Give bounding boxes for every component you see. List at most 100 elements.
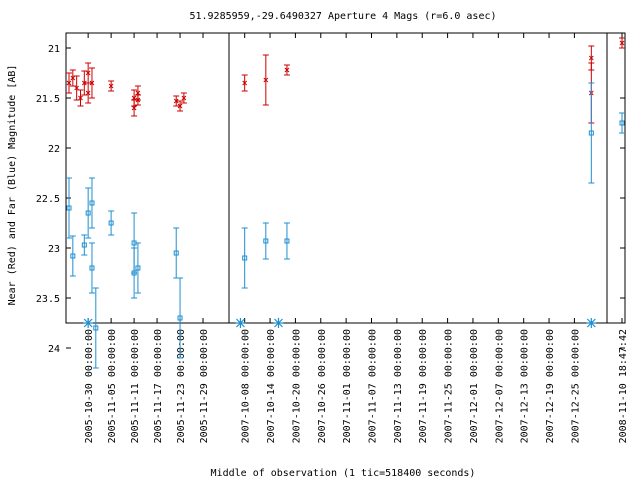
data-marker (85, 70, 91, 76)
data-marker (78, 95, 83, 101)
near-point (262, 54, 269, 106)
far-point (85, 187, 92, 239)
far-point (177, 277, 184, 359)
plot-frame (65, 32, 626, 324)
data-marker (89, 200, 95, 206)
data-marker (619, 120, 625, 126)
far-point (262, 222, 269, 260)
data-marker (284, 67, 290, 73)
x-tick-label: 2007-12-07 00:00:00 (494, 329, 505, 443)
x-tick-label: 2007-10-20 00:00:00 (291, 329, 302, 443)
data-marker (108, 83, 114, 89)
y-tick-label: 23.5 (36, 294, 60, 305)
observation-marker (235, 318, 246, 328)
x-axis-label: Middle of observation (1 tic=518400 seco… (211, 468, 476, 479)
chart-panel-1: 2005-10-30 00:00:00 2005-11-05 00:00:00 20… (66, 33, 210, 443)
data-marker (131, 105, 137, 111)
data-marker (588, 130, 594, 136)
far-point (88, 177, 95, 229)
near-point (173, 95, 180, 107)
data-marker (108, 220, 114, 226)
near-point (619, 37, 625, 49)
x-tick-label: 2007-11-13 00:00:00 (393, 329, 404, 443)
x-tick-label: 2005-10-30 00:00:00 (84, 329, 95, 443)
far-point (619, 112, 625, 134)
data-marker (177, 315, 183, 321)
near-point (85, 62, 92, 84)
data-marker (135, 265, 141, 271)
near-point (66, 72, 72, 94)
near-point (177, 100, 184, 112)
x-tick-label: 2007-11-25 00:00:00 (444, 329, 455, 443)
far-point (81, 234, 88, 256)
y-tick-label: 21 (48, 44, 60, 55)
data-marker (81, 80, 87, 86)
data-marker (284, 238, 290, 244)
far-point (88, 242, 95, 294)
x-tick-label: 2007-11-01 00:00:00 (342, 329, 353, 443)
y-tick-label: 22 (48, 144, 60, 155)
x-tick-label: 2005-11-11 00:00:00 (130, 329, 141, 443)
x-tick-label: 2008-11-10 18:47:42 (618, 329, 629, 443)
far-point (66, 177, 72, 239)
near-point (241, 74, 248, 92)
far-point (588, 82, 595, 184)
far-point (108, 210, 115, 236)
near-point (283, 64, 290, 76)
chart-title: 51.9285959,-29.6490327 Aperture 4 Mags (… (189, 11, 496, 22)
data-marker (85, 90, 91, 96)
x-tick-label: 2007-12-19 00:00:00 (545, 329, 556, 443)
near-point (85, 82, 92, 104)
x-tick-label: 2005-11-23 00:00:00 (176, 329, 187, 443)
y-axis-label: Near (Red) and Far (Blue) Magnitude [AB] (7, 65, 18, 306)
x-tick-label: 2007-10-26 00:00:00 (317, 329, 328, 443)
data-marker (93, 325, 99, 331)
x-tick-label: 2007-11-19 00:00:00 (418, 329, 429, 443)
y-tick-label: 22.5 (36, 194, 60, 205)
data-marker (263, 238, 269, 244)
x-tick-label: 2007-10-14 00:00:00 (266, 329, 277, 443)
observation-marker (273, 318, 284, 328)
data-marker (70, 253, 76, 259)
data-marker (242, 255, 248, 261)
observation-marker (83, 318, 94, 328)
chart-panel-3: 2008-11-10 18:47:42 (618, 33, 629, 443)
data-marker (89, 265, 95, 271)
x-tick-label: 2005-11-05 00:00:00 (107, 329, 118, 443)
far-point (134, 242, 141, 294)
data-marker (66, 80, 72, 86)
y-tick-label: 24 (48, 344, 60, 355)
data-marker (66, 205, 72, 211)
far-point (173, 227, 180, 279)
data-marker (619, 40, 625, 46)
near-point (180, 92, 187, 104)
y-tick-label: 21.5 (36, 94, 60, 105)
data-marker (131, 95, 137, 101)
y-tick-label: 23 (48, 244, 60, 255)
data-marker (70, 75, 76, 81)
chart-panel-2: 2007-10-08 00:00:00 2007-10-14 00:00:00 20… (235, 33, 597, 443)
data-marker (89, 80, 95, 86)
near-point (131, 89, 138, 107)
x-tick-label: 2007-12-13 00:00:00 (520, 329, 531, 443)
data-marker (81, 242, 87, 248)
near-point (134, 94, 141, 106)
x-tick-label: 2007-12-25 00:00:00 (570, 329, 581, 443)
far-point (69, 235, 76, 277)
near-point (77, 89, 84, 107)
data-marker (177, 103, 183, 109)
x-tick-label: 2005-11-29 00:00:00 (199, 329, 210, 443)
data-marker (85, 210, 91, 216)
far-point (92, 287, 99, 369)
near-point (69, 69, 76, 87)
data-marker (588, 55, 594, 61)
far-point (241, 227, 248, 289)
data-marker (74, 85, 80, 91)
data-marker (242, 80, 248, 86)
far-point (283, 222, 290, 260)
observation-marker (586, 318, 597, 328)
data-marker (135, 97, 141, 103)
near-point (88, 67, 95, 99)
